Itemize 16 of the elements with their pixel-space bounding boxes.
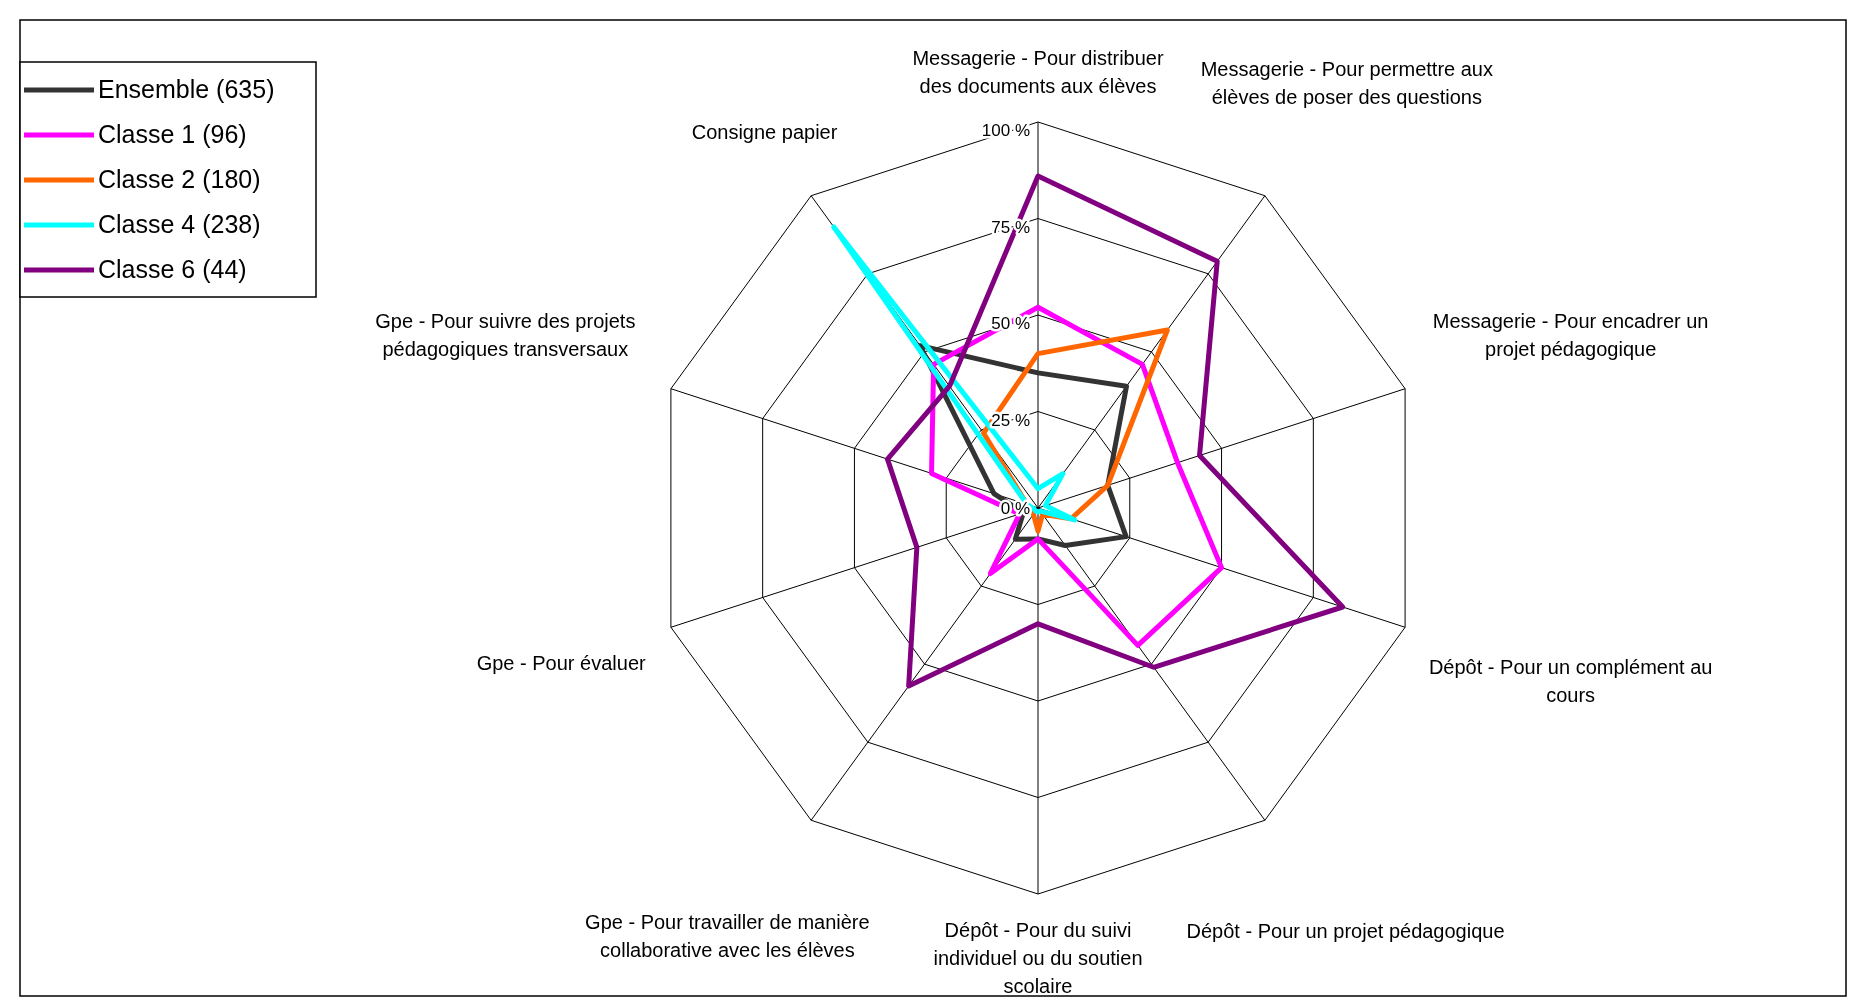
legend-label: Classe 1 (96) [98, 120, 247, 148]
legend-label: Classe 4 (238) [98, 210, 261, 238]
spoke-label: Dépôt - Pour du suivi individuel ou du soutien scolaire [933, 919, 1143, 997]
spoke-label: Gpe - Pour suivre des projets pédagogiques transversaux [375, 309, 636, 360]
y-tick-label: 100 % [981, 121, 1030, 140]
legend-label: Classe 6 (44) [98, 255, 247, 283]
spoke-label: Dépôt - Pour un complément au cours [1428, 656, 1713, 707]
legend-label: Ensemble (635) [98, 75, 275, 103]
spoke-label: Dépôt - Pour un projet pédagogique [1186, 920, 1505, 943]
legend-label: Classe 2 (180) [98, 165, 261, 193]
spoke-label: Gpe - Pour travailler de manière collaborative avec les élèves [585, 910, 870, 961]
spoke-label: Messagerie - Pour encadrer un projet pédagogique [1432, 309, 1709, 360]
spoke-label: Messagerie - Pour permettre aux élèves de poser des questions [1200, 57, 1493, 108]
spoke-label: Messagerie - Pour distribuer des documents aux élèves [912, 47, 1164, 97]
spoke-label: Consigne papier [691, 120, 838, 143]
spoke-label: Gpe - Pour évaluer [476, 651, 647, 674]
